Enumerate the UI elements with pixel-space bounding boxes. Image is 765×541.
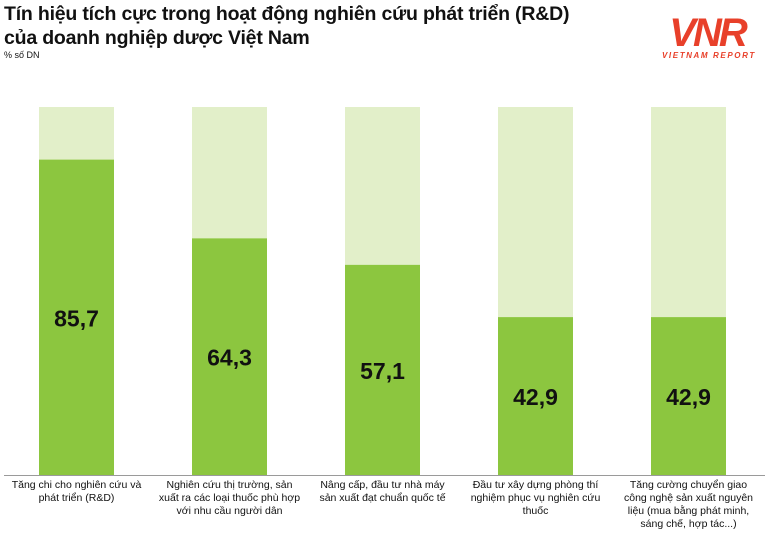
data-label-5: 42,9 [666, 384, 711, 410]
bar-3 [345, 264, 420, 475]
category-label-5: Tăng cường chuyển giao công nghệ sản xuấ… [623, 479, 754, 530]
data-label-3: 57,1 [360, 358, 405, 384]
category-label-4: Đầu tư xây dựng phòng thí nghiệm phục vụ… [470, 479, 601, 517]
chart-title: Tín hiệu tích cực trong hoạt động nghiên… [4, 2, 644, 50]
category-label-2: Nghiên cứu thị trường, sản xuất ra các l… [158, 479, 301, 517]
logo-caption: VIETNAM REPORT [662, 51, 756, 60]
data-label-1: 85,7 [54, 305, 99, 331]
data-label-4: 42,9 [513, 384, 558, 410]
bar-1 [39, 159, 114, 475]
bar-5 [651, 317, 726, 475]
bar-4 [498, 317, 573, 475]
y-axis-label: % số DN [4, 50, 40, 60]
vietnam-report-logo: VNR [669, 11, 751, 55]
chart-title-line-2: của doanh nghiệp dược Việt Nam [4, 27, 310, 49]
category-label-1: Tăng chi cho nghiên cứu và phát triển (R… [11, 479, 142, 504]
bar-2 [192, 238, 267, 475]
category-label-3: Nâng cấp, đầu tư nhà máy sản xuất đạt ch… [319, 479, 446, 504]
chart-title-line-1: Tín hiệu tích cực trong hoạt động nghiên… [4, 3, 570, 25]
logo-wordmark: VNR [669, 11, 748, 55]
data-label-2: 64,3 [207, 345, 252, 371]
